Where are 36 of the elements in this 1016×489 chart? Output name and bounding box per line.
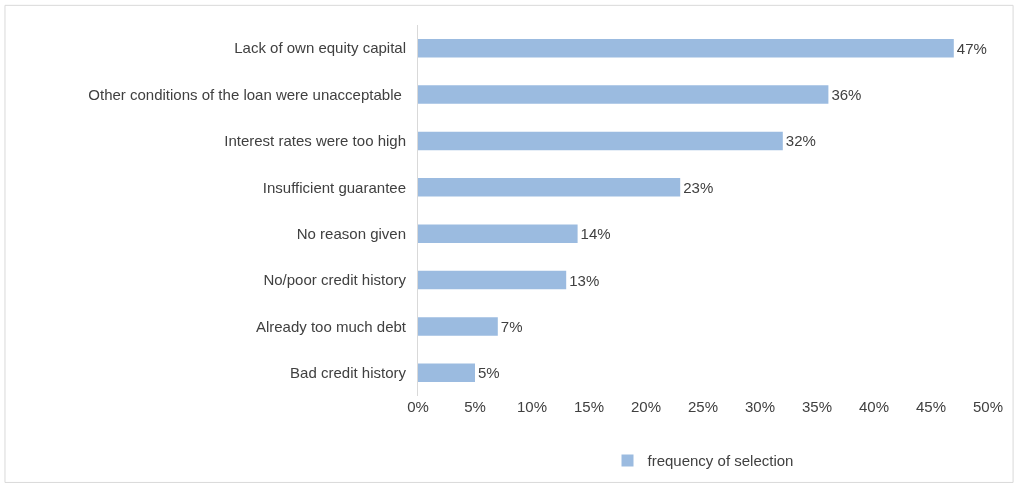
x-tick-label: 20% — [630, 398, 662, 415]
y-tick-label: Other conditions of the loan were unacceptable — [88, 85, 406, 103]
x-tick-label: 35% — [801, 398, 833, 415]
x-tick-label: 30% — [744, 398, 776, 415]
x-tick-label: 5% — [464, 398, 486, 415]
bar — [418, 131, 783, 151]
bar — [418, 270, 567, 290]
data-label: 36% — [831, 86, 862, 104]
data-label: 32% — [785, 132, 816, 150]
bar — [418, 38, 954, 58]
data-label: 47% — [956, 39, 987, 57]
data-label: 5% — [478, 364, 500, 382]
y-tick-label: Already too much debt — [255, 317, 407, 335]
x-tick-label: 25% — [687, 398, 719, 415]
data-label: 7% — [500, 317, 523, 335]
y-tick-label: Lack of own equity capital — [234, 39, 406, 57]
y-tick-label: No reason given — [296, 224, 406, 242]
bar — [418, 317, 498, 336]
x-tick-label: 15% — [573, 398, 605, 415]
x-tick-label: 0% — [407, 398, 429, 415]
data-label: 23% — [683, 178, 714, 196]
legend-label: frequency of selection — [647, 452, 794, 470]
x-tick-label: 40% — [858, 398, 890, 415]
x-tick-label: 50% — [972, 398, 1004, 415]
y-tick-label: Interest rates were too high — [224, 132, 406, 150]
data-label: 14% — [580, 225, 611, 243]
x-tick-label: 10% — [516, 398, 548, 415]
y-tick-label: Insufficient guarantee — [262, 178, 406, 196]
bar — [418, 178, 681, 197]
bar — [418, 224, 578, 243]
y-tick-label: No/poor credit history — [263, 271, 407, 289]
bar — [418, 85, 829, 104]
bar — [418, 363, 475, 383]
x-tick-label: 45% — [915, 398, 947, 415]
data-label: 13% — [569, 271, 600, 289]
y-tick-label: Bad credit history — [290, 364, 407, 382]
